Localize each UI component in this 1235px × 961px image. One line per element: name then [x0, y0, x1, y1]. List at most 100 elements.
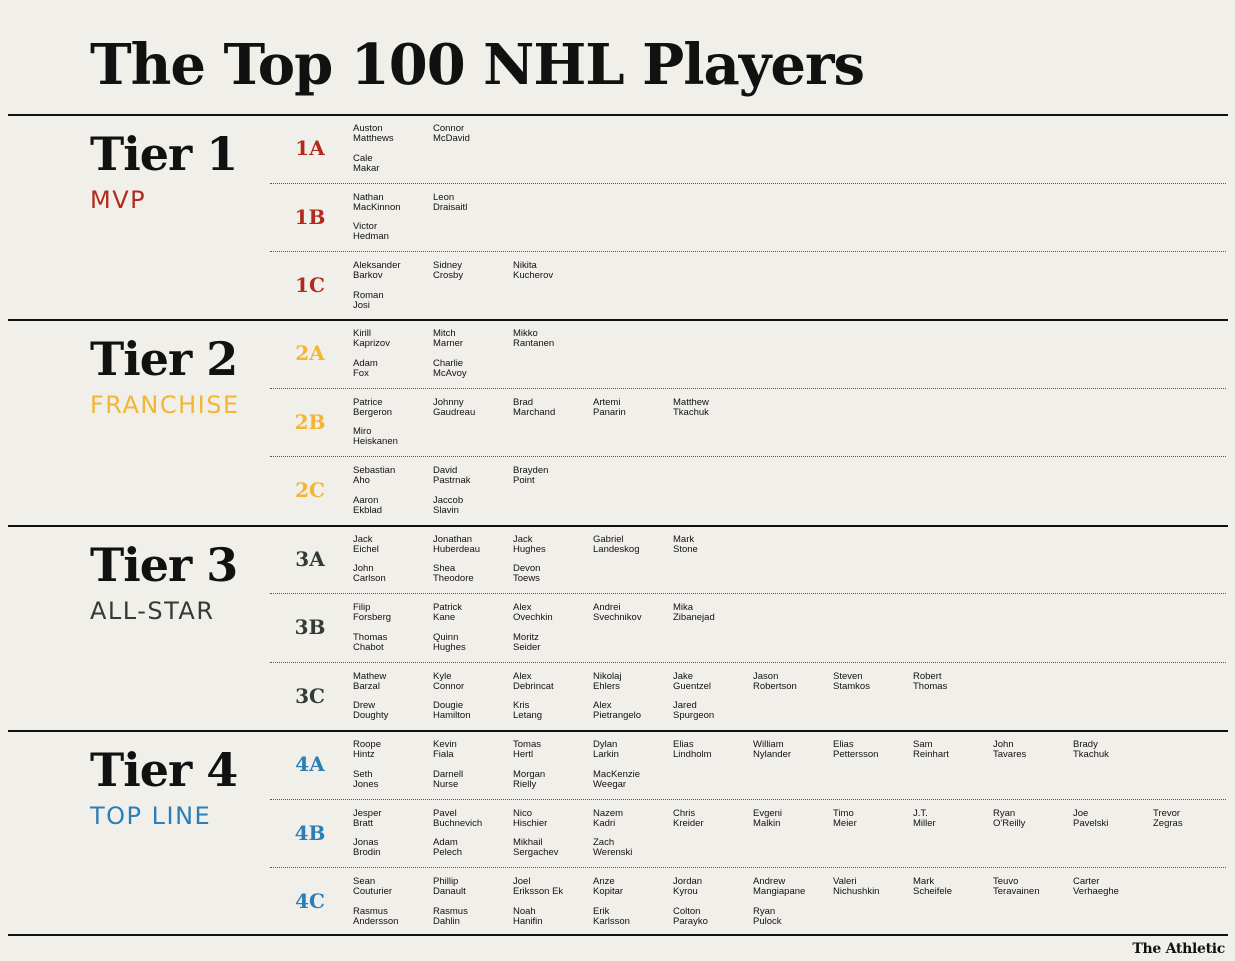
- player-last-name: Hertl: [513, 749, 534, 761]
- player-first-name: Jack: [513, 533, 533, 545]
- player-name: Nathan MacKinnon: [353, 192, 401, 213]
- subtier-label: 1C: [295, 273, 325, 297]
- player-last-name: Hedman: [353, 231, 389, 242]
- player-name: Ryan O'Reilly: [993, 808, 1025, 829]
- player-last-name: Panarin: [593, 406, 626, 418]
- player-last-name: Seider: [513, 641, 541, 653]
- player-name: Steven Stamkos: [833, 670, 870, 692]
- player-name: Leon Draisaitl: [433, 191, 467, 213]
- player-name: Zach Werenski: [593, 838, 632, 858]
- player-name: Nico Hischier: [513, 808, 547, 829]
- player-first-name: Gabriel: [593, 533, 624, 545]
- player-first-name: Jason: [753, 670, 779, 682]
- player-last-name: Kadri: [593, 817, 616, 829]
- player-last-name: McDavid: [433, 133, 470, 144]
- subtier-label: 4C: [295, 889, 325, 914]
- player-name: Cale Makar: [353, 152, 379, 174]
- subtier-label: 1A: [295, 136, 325, 160]
- player-first-name: Andrew: [753, 876, 786, 888]
- player-first-name: Seth: [353, 768, 373, 780]
- player-last-name: Josi: [353, 299, 370, 311]
- player-first-name: Mark: [913, 876, 935, 888]
- player-name: Patrick Kane: [433, 603, 462, 623]
- player-first-name: Cale: [353, 152, 373, 164]
- player-name: David Pastrnak: [433, 466, 471, 486]
- player-first-name: Miro: [353, 426, 372, 438]
- player-name: Aaron Ekblad: [353, 495, 382, 516]
- player-first-name: Robert: [913, 670, 942, 682]
- player-name: Robert Thomas: [913, 670, 947, 692]
- player-first-name: Mark: [673, 533, 695, 545]
- player-first-name: Andrei: [593, 602, 621, 614]
- player-last-name: Zibanejad: [673, 612, 715, 624]
- subtier-divider: [270, 661, 1226, 663]
- player-last-name: Parayko: [673, 915, 708, 927]
- player-last-name: Pavelski: [1073, 817, 1109, 829]
- player-name: Drew Doughty: [353, 701, 388, 721]
- player-last-name: Bratt: [353, 817, 374, 829]
- player-first-name: Rasmus: [353, 905, 388, 917]
- player-first-name: Carter: [1073, 876, 1100, 888]
- player-last-name: Hughes: [433, 641, 466, 653]
- player-name: Victor Hedman: [353, 222, 389, 242]
- player-name: Sam Reinhart: [913, 740, 949, 760]
- player-first-name: Sidney: [433, 260, 463, 271]
- player-last-name: MacKinnon: [353, 201, 401, 213]
- player-name: Jordan Kyrou: [673, 877, 702, 897]
- player-last-name: Kopitar: [593, 886, 624, 898]
- player-name: Auston Matthews: [353, 124, 394, 144]
- player-last-name: Teravainen: [993, 886, 1040, 898]
- player-last-name: Meier: [833, 817, 857, 829]
- player-name: Mika Zibanejad: [673, 603, 715, 623]
- player-first-name: Drew: [353, 700, 376, 712]
- player-last-name: Pietrangelo: [593, 710, 642, 722]
- player-last-name: Heiskanen: [353, 436, 398, 448]
- player-first-name: Johnny: [433, 396, 464, 408]
- player-last-name: Landeskog: [593, 543, 640, 555]
- player-first-name: Evgeni: [753, 807, 783, 819]
- player-name: Artemi Panarin: [593, 397, 626, 418]
- player-first-name: Patrick: [433, 602, 463, 614]
- player-name: Alex Ovechkin: [513, 603, 553, 623]
- player-last-name: Tkachuk: [673, 406, 709, 418]
- player-last-name: Marchand: [513, 406, 556, 418]
- player-last-name: Rantanen: [513, 338, 555, 350]
- player-last-name: Ovechkin: [513, 612, 553, 624]
- player-name: Phillip Danault: [433, 877, 466, 897]
- player-name: Kris Letang: [513, 701, 542, 721]
- player-first-name: Steven: [833, 670, 863, 682]
- player-name: Evgeni Malkin: [753, 807, 783, 829]
- player-last-name: Hanifin: [513, 915, 543, 927]
- player-name: Mikhail Sergachev: [513, 838, 558, 858]
- player-last-name: Weegar: [593, 778, 627, 790]
- tier-divider: [8, 319, 1228, 322]
- tier-subtitle: TOP LINE: [90, 802, 212, 831]
- player-first-name: Anze: [593, 876, 615, 888]
- player-name: Pavel Buchnevich: [433, 808, 482, 829]
- player-first-name: Jake: [673, 670, 694, 682]
- player-name: Alex Debrincat: [513, 671, 554, 692]
- player-last-name: Kreider: [673, 817, 704, 829]
- player-name: Joe Pavelski: [1073, 808, 1109, 829]
- player-last-name: Kucherov: [513, 270, 554, 281]
- player-first-name: Leon: [433, 191, 455, 203]
- player-last-name: Crosby: [433, 270, 464, 281]
- tier-divider: [8, 730, 1228, 733]
- subtier-divider: [270, 456, 1226, 458]
- player-first-name: Dylan: [593, 739, 618, 751]
- player-name: Miro Heiskanen: [353, 427, 398, 447]
- subtier-label: 2C: [295, 478, 325, 503]
- player-first-name: Tomas: [513, 739, 541, 751]
- player-last-name: Hamilton: [433, 710, 471, 722]
- player-last-name: Hughes: [513, 543, 546, 555]
- player-first-name: Jonathan: [433, 533, 473, 545]
- player-name: Erik Karlsson: [593, 906, 630, 927]
- player-first-name: Joel: [513, 876, 531, 888]
- player-last-name: Nurse: [433, 778, 459, 790]
- player-name: Adam Pelech: [433, 838, 462, 858]
- player-last-name: Nylander: [753, 749, 792, 761]
- subtier-divider: [270, 867, 1226, 869]
- player-first-name: Mitch: [433, 328, 456, 340]
- player-first-name: Chris: [673, 807, 696, 819]
- player-name: Sebastian Aho: [353, 466, 395, 486]
